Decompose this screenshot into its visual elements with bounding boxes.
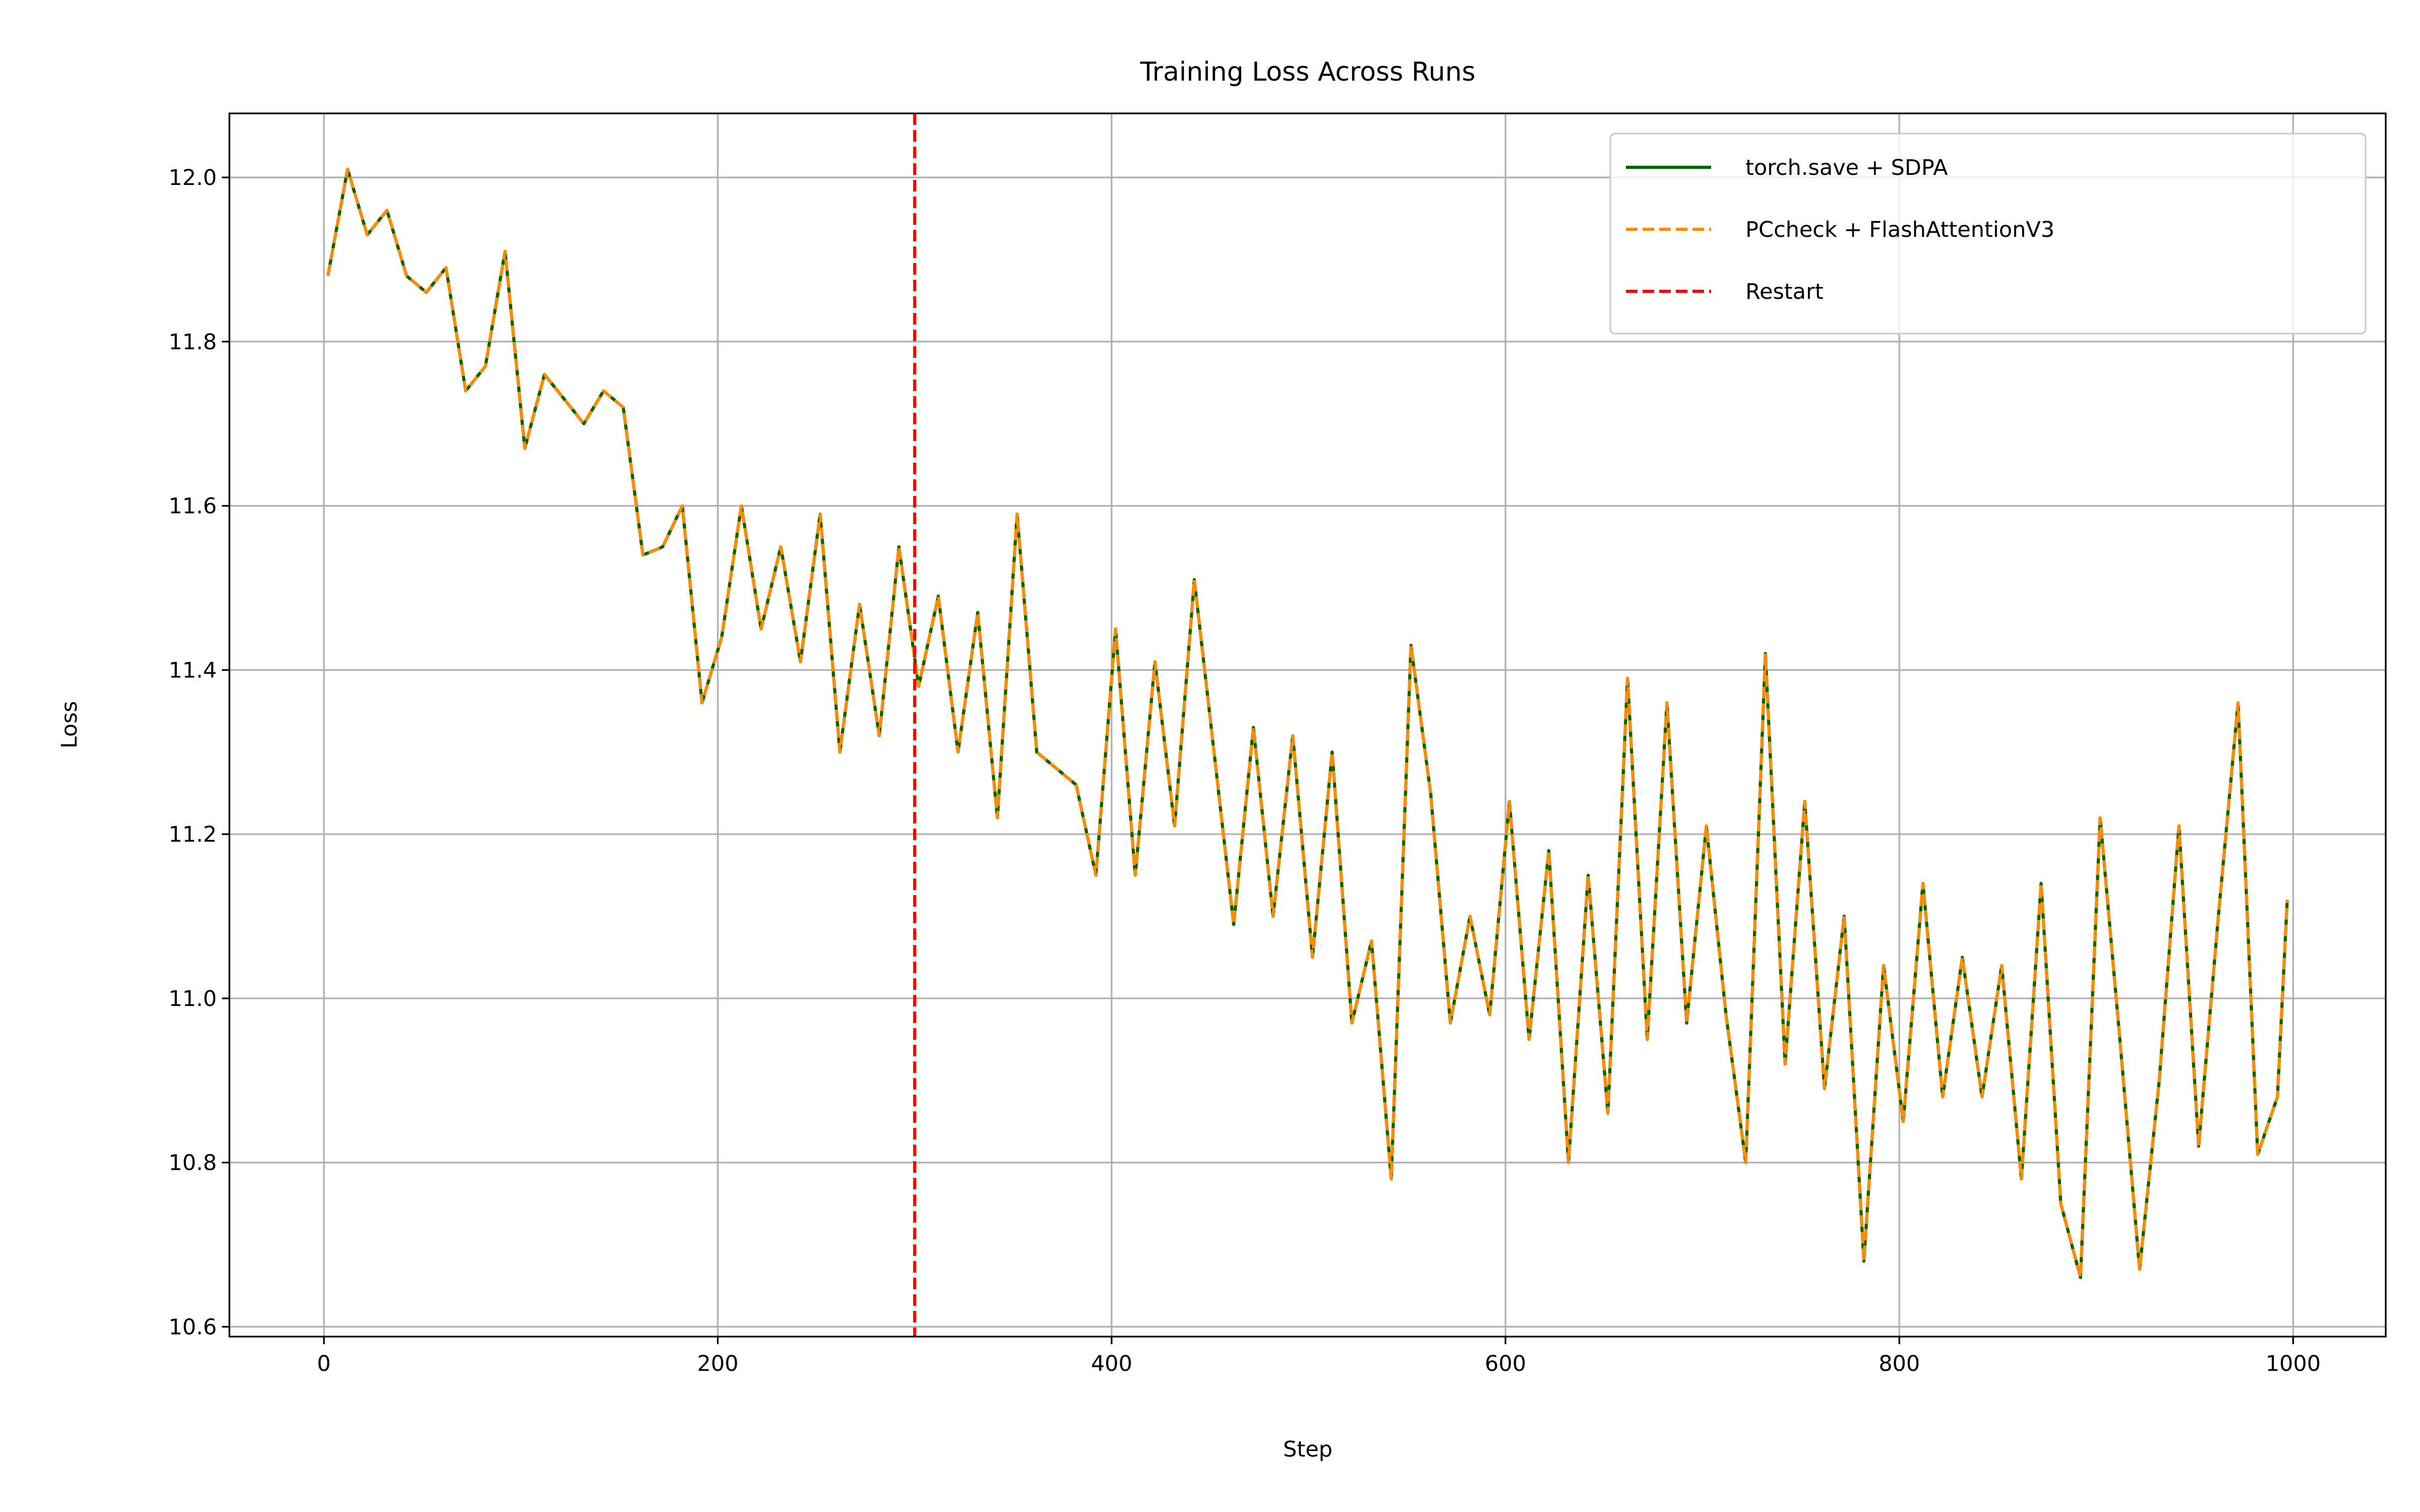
legend-label: Restart <box>1745 279 1824 304</box>
x-tick-label: 200 <box>697 1351 739 1376</box>
x-tick-label: 800 <box>1879 1351 1920 1376</box>
legend-box <box>1609 133 2367 335</box>
chart-title: Training Loss Across Runs <box>1139 57 1475 87</box>
y-axis-label: Loss <box>57 701 82 748</box>
plot-frame <box>228 112 2387 1338</box>
x-tick-label: 0 <box>317 1351 331 1376</box>
x-axis-label: Step <box>1283 1437 1333 1462</box>
y-tick-label: 10.8 <box>168 1151 217 1176</box>
y-tick-label: 10.6 <box>168 1314 217 1340</box>
x-tick-label: 600 <box>1485 1351 1526 1376</box>
x-tick-label: 400 <box>1091 1351 1132 1376</box>
x-tick-label: 1000 <box>2266 1351 2321 1376</box>
legend-label: PCcheck + FlashAttentionV3 <box>1745 217 2054 242</box>
y-tick-label: 11.0 <box>168 986 217 1012</box>
y-tick-label: 11.6 <box>168 494 217 519</box>
y-tick-label: 11.2 <box>168 822 217 847</box>
y-tick-label: 12.0 <box>168 165 217 191</box>
series-line <box>326 167 2289 1279</box>
legend-label: torch.save + SDPA <box>1745 155 1948 180</box>
y-tick-label: 11.8 <box>168 330 217 355</box>
y-tick-label: 11.4 <box>168 658 217 683</box>
